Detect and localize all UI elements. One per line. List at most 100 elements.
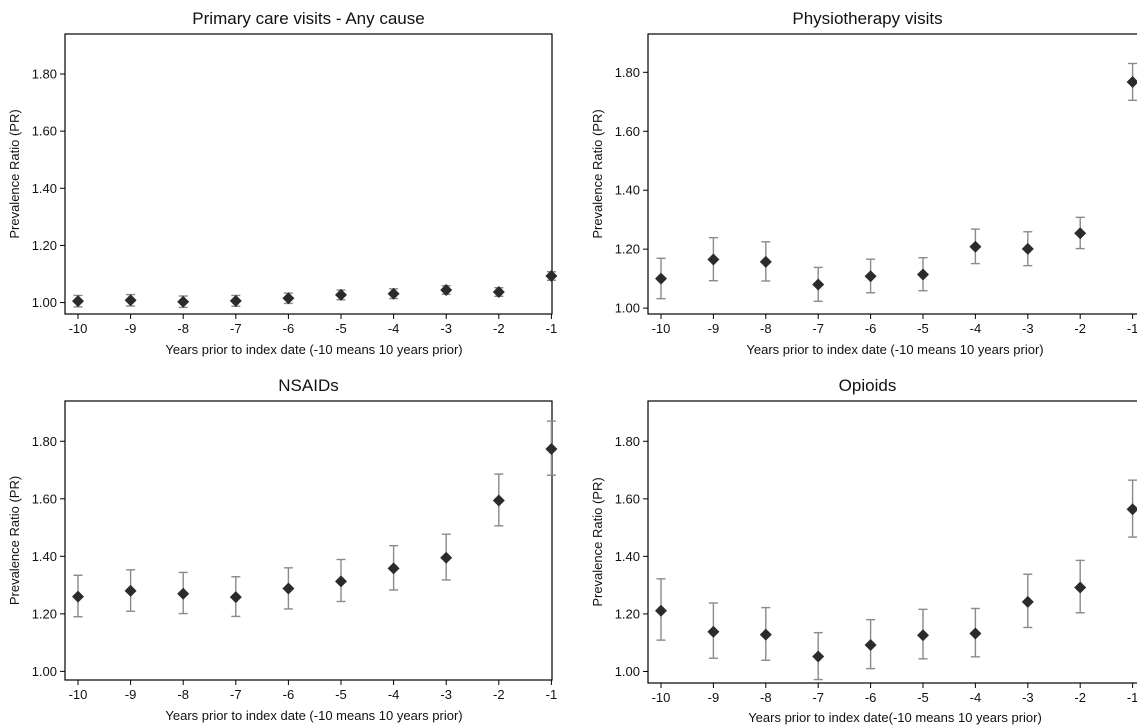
data-point [1021, 242, 1034, 255]
x-tick-label: -8 [177, 321, 189, 336]
x-tick-label: -5 [335, 687, 347, 702]
data-point [282, 292, 295, 305]
y-tick-label: 1.20 [615, 242, 640, 257]
x-tick-label: -7 [812, 690, 824, 705]
data-point [545, 443, 558, 456]
data-point [282, 582, 295, 595]
y-tick-label: 1.60 [32, 124, 57, 139]
y-tick-label: 1.00 [32, 295, 57, 310]
x-tick-label: -1 [546, 687, 558, 702]
y-tick-label: 1.20 [615, 606, 640, 621]
x-axis-label: Years prior to index date (-10 means 10 … [746, 342, 1043, 357]
x-tick-label: -9 [708, 321, 720, 336]
x-tick-label: -10 [69, 687, 88, 702]
data-point [1074, 581, 1087, 594]
data-point [387, 562, 400, 575]
x-tick-label: -8 [760, 321, 772, 336]
panel-title: NSAIDs [278, 376, 338, 395]
y-tick-label: 1.80 [615, 434, 640, 449]
data-point [864, 639, 877, 652]
x-tick-label: -7 [812, 321, 824, 336]
data-point [545, 270, 558, 282]
y-tick-label: 1.80 [615, 65, 640, 80]
data-point [440, 284, 453, 296]
y-tick-label: 1.40 [615, 183, 640, 198]
x-tick-label: -6 [865, 690, 877, 705]
data-point [72, 590, 84, 603]
y-axis-label: Prevalence Ratio (PR) [7, 109, 22, 238]
data-point [335, 288, 347, 301]
data-point [759, 628, 772, 641]
data-point [229, 294, 242, 307]
y-tick-label: 1.20 [32, 606, 57, 621]
x-tick-label: -10 [652, 690, 671, 705]
x-tick-label: -1 [1127, 690, 1137, 705]
data-point [1074, 227, 1087, 240]
x-tick-label: -3 [1022, 321, 1034, 336]
y-tick-label: 1.00 [32, 664, 57, 679]
y-tick-label: 1.80 [32, 434, 57, 449]
x-tick-label: -5 [335, 321, 347, 336]
data-point [707, 625, 720, 638]
x-axis-label: Years prior to index date(-10 means 10 y… [748, 710, 1042, 725]
x-tick-label: -2 [1074, 321, 1086, 336]
x-tick-label: -1 [1127, 321, 1137, 336]
x-axis-label: Years prior to index date (-10 means 10 … [165, 342, 462, 357]
y-tick-label: 1.60 [32, 491, 57, 506]
x-tick-label: -4 [388, 687, 400, 702]
x-tick-label: -2 [493, 321, 505, 336]
data-point [1126, 503, 1137, 516]
y-tick-label: 1.00 [615, 301, 640, 316]
data-point [492, 494, 505, 507]
y-tick-label: 1.20 [32, 238, 57, 253]
y-tick-label: 1.40 [32, 181, 57, 196]
data-point [335, 575, 347, 588]
plot-frame [64, 400, 553, 681]
y-axis-label: Prevalence Ratio (PR) [7, 476, 22, 605]
x-tick-label: -2 [493, 687, 505, 702]
data-point [917, 268, 929, 281]
data-point [440, 551, 453, 564]
data-point [387, 287, 400, 300]
y-tick-label: 1.40 [32, 549, 57, 564]
x-tick-label: -9 [125, 321, 137, 336]
panel-2: Physiotherapy visits 1.00 1.20 1.40 1.60 1.80… [590, 9, 1137, 357]
data-point [812, 278, 825, 291]
x-tick-label: -10 [69, 321, 88, 336]
x-tick-label: -5 [917, 690, 929, 705]
data-point [969, 627, 982, 640]
data-point [124, 584, 137, 597]
data-point [492, 286, 505, 298]
x-tick-label: -4 [388, 321, 400, 336]
data-point [229, 591, 242, 604]
x-tick-label: -7 [230, 321, 242, 336]
panel-1: Primary care visits - Any cause 1.00 1.20 1… [7, 9, 558, 357]
data-point [72, 295, 84, 308]
y-tick-label: 1.40 [615, 549, 640, 564]
x-tick-label: -4 [970, 690, 982, 705]
y-tick-label: 1.60 [615, 124, 640, 139]
x-tick-label: -3 [1022, 690, 1034, 705]
data-point [864, 270, 877, 283]
x-tick-label: -6 [283, 687, 295, 702]
plot-frame [647, 33, 1137, 315]
data-point [812, 650, 825, 663]
data-point [969, 240, 982, 253]
panel-title: Opioids [839, 376, 897, 395]
x-tick-label: -4 [970, 321, 982, 336]
x-tick-label: -2 [1074, 690, 1086, 705]
x-tick-label: -3 [440, 321, 452, 336]
x-tick-label: -8 [760, 690, 772, 705]
panel-3: NSAIDs 1.00 1.20 1.40 1.60 1.80 -10 -9 -8 -7 -6 -5 -… [7, 376, 558, 723]
data-point [177, 295, 190, 308]
x-tick-label: -6 [283, 321, 295, 336]
panel-4: Opioids 1.00 1.20 1.40 1.60 1.80 -10 -9 -8 -7 -6 -5… [590, 376, 1137, 725]
data-point [759, 255, 772, 268]
x-axis-label: Years prior to index date (-10 means 10 … [165, 708, 462, 723]
y-tick-label: 1.00 [615, 664, 640, 679]
x-tick-label: -9 [708, 690, 720, 705]
x-tick-label: -10 [652, 321, 671, 336]
data-point [124, 294, 137, 307]
plot-frame [647, 400, 1137, 684]
